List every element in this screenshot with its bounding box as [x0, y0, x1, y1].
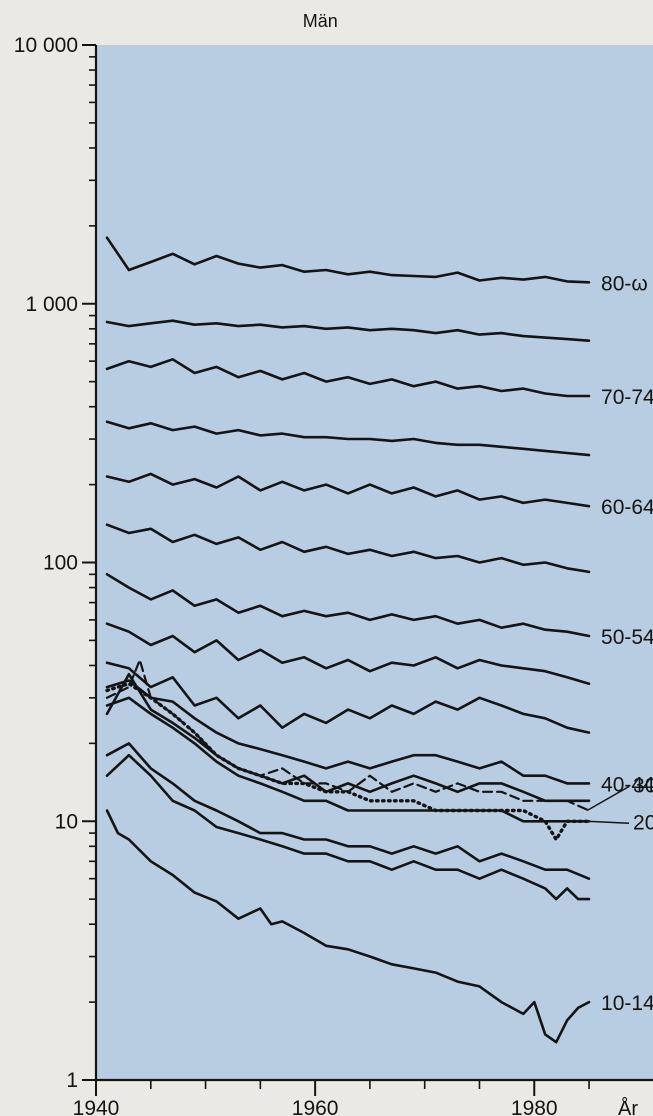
x-tick-label: 1980: [511, 1097, 558, 1116]
series-line-3: [105, 420, 591, 457]
series-line-6: [105, 573, 591, 638]
series-line-15: [105, 753, 591, 901]
series-line-7: [105, 622, 591, 685]
series-line-1: [105, 319, 591, 342]
series-line-8: [105, 661, 591, 734]
series-label: 10-14: [601, 992, 653, 1015]
series-label: 50-54: [601, 626, 653, 649]
plot-background: [96, 45, 653, 1080]
series-label: 20-24: [633, 811, 653, 834]
chart-title: Män: [303, 11, 338, 31]
y-tick-label: 10: [55, 810, 78, 833]
series-lines: [105, 236, 591, 1044]
series-line-9: [105, 679, 591, 785]
x-axis: 1940 1960 1980: [73, 1078, 653, 1116]
series-line-14: [105, 742, 591, 880]
y-tick-label: 1 000: [25, 293, 78, 316]
series-leader-line: [587, 820, 630, 824]
x-tick-label: 1960: [292, 1097, 339, 1116]
series-label: 30-34: [633, 775, 653, 798]
series-line-10: [105, 672, 591, 803]
series-leader-line: [586, 785, 630, 812]
x-tick-label: 1940: [73, 1097, 120, 1116]
y-tick-label: 10 000: [14, 34, 78, 57]
y-axis: 1 10 100 1 000 10 000: [14, 34, 98, 1092]
y-tick-label: 100: [43, 552, 78, 575]
series-label: 70-74: [601, 386, 653, 409]
series-line-5: [105, 523, 591, 574]
x-axis-title: År: [618, 1097, 638, 1116]
series-line-12: [105, 696, 591, 823]
series-label: 80-ω: [601, 272, 648, 295]
series-label: 60-64: [601, 496, 653, 519]
series-line-4: [105, 472, 591, 508]
y-tick-label: 1: [66, 1069, 78, 1092]
series-line-16: [105, 809, 591, 1044]
series-line-2: [105, 358, 591, 398]
series-label: 40-44: [601, 773, 653, 796]
series-line-13: [105, 682, 591, 842]
series-line-0: [105, 236, 591, 284]
